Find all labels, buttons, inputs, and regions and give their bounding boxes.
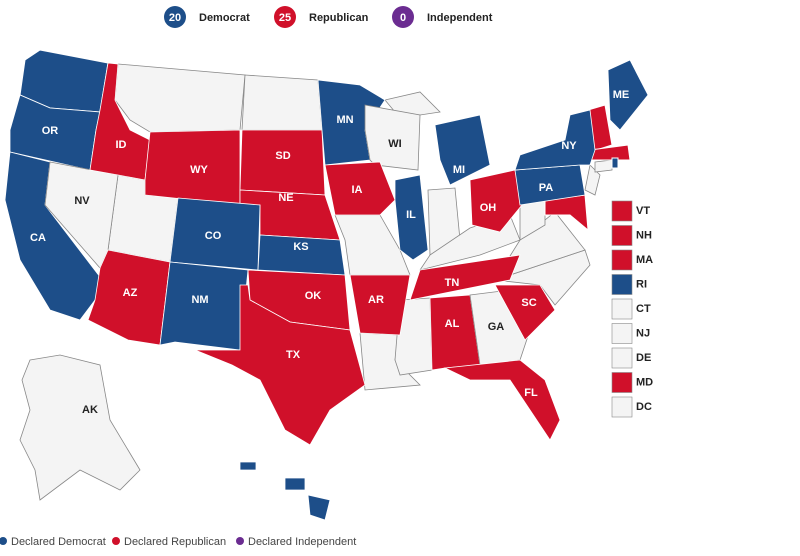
state-shape	[194, 284, 366, 446]
state-label: ID	[116, 139, 127, 151]
state-box	[611, 225, 633, 246]
state-label: WI	[388, 138, 401, 150]
state-label: FL	[524, 387, 538, 399]
state-label: HI	[270, 503, 281, 515]
state-shape	[114, 63, 246, 133]
state-label: RI	[636, 278, 647, 290]
state-label: AR	[368, 294, 384, 306]
state-label: NY	[561, 140, 577, 152]
state-label: DE	[636, 352, 651, 364]
state-shape	[284, 477, 306, 491]
state-label: IL	[406, 209, 416, 221]
state-label: CA	[30, 232, 46, 244]
count-value: 0	[400, 12, 406, 24]
state-label: NH	[636, 229, 652, 241]
state-label: MA	[636, 254, 653, 266]
state-label: AZ	[123, 287, 138, 299]
state-box	[611, 347, 633, 369]
state-shape	[394, 297, 433, 376]
state-shape	[443, 359, 561, 441]
state-shape	[349, 274, 411, 336]
state-label: CT	[636, 303, 651, 315]
count-badge	[164, 6, 186, 28]
state-label: TX	[286, 349, 301, 361]
state-shape	[434, 114, 491, 186]
state-box	[611, 274, 633, 295]
state-label: SC	[521, 297, 536, 309]
legend-dot	[0, 537, 7, 545]
state-label: MN	[336, 114, 353, 126]
state-shape	[611, 157, 619, 169]
state-box	[611, 323, 633, 344]
state-label: VT	[636, 205, 650, 217]
count-value: 25	[279, 12, 291, 24]
top-legend: 20 Democrat 25 Republican 0 Independent	[164, 6, 493, 28]
party-label: Democrat	[199, 12, 250, 24]
small-states-list: VT NH MA RI CT NJ DE MD DC	[611, 200, 653, 418]
state-label: WY	[190, 164, 208, 176]
state-shape	[594, 159, 613, 173]
state-shape	[159, 261, 249, 351]
legend-label: Declared Democrat	[11, 536, 106, 548]
state-label: ME	[613, 89, 630, 101]
party-label: Republican	[309, 12, 369, 24]
legend-dot	[112, 537, 120, 545]
state-shape	[514, 109, 596, 171]
state-label: OR	[42, 125, 59, 137]
state-label: SD	[275, 150, 290, 162]
state-shape	[324, 161, 396, 216]
state-shape	[241, 74, 323, 131]
state-box	[611, 200, 633, 222]
state-box	[611, 298, 633, 320]
state-box	[611, 372, 633, 393]
count-badge	[274, 6, 296, 28]
state-box	[611, 396, 633, 418]
state-label: NJ	[636, 327, 650, 339]
state-label: OK	[305, 290, 322, 302]
count-value: 20	[169, 12, 181, 24]
state-label: NV	[74, 195, 90, 207]
state-label: DC	[636, 401, 652, 413]
state-shape	[239, 461, 257, 471]
state-label: IA	[352, 184, 363, 196]
state-label: NM	[191, 294, 208, 306]
state-shape	[469, 169, 523, 233]
state-label: NE	[278, 192, 293, 204]
state-shape	[19, 354, 141, 501]
state-label: AK	[82, 404, 98, 416]
state-label: GA	[488, 321, 505, 333]
state-shape	[494, 284, 556, 341]
legend-dot	[236, 537, 244, 545]
state-label: CO	[205, 230, 222, 242]
state-label: AL	[445, 318, 460, 330]
count-badge	[392, 6, 414, 28]
legend-label: Declared Independent	[248, 536, 356, 548]
state-label: TN	[445, 277, 460, 289]
state-label: OH	[480, 202, 497, 214]
state-label: MD	[636, 376, 653, 388]
state-shape	[409, 254, 521, 301]
party-label: Independent	[427, 12, 493, 24]
states: OR CA NV ID WY SD NE CO KS AZ NM OK TX MN WI IA IL MI OH AR…	[4, 59, 649, 521]
legend-label: Declared Republican	[124, 536, 226, 548]
state-shape	[239, 129, 326, 196]
state-label: PA	[539, 182, 554, 194]
state-box	[611, 249, 633, 271]
state-shape	[307, 494, 331, 521]
state-shape	[394, 174, 429, 261]
state-label: MI	[453, 164, 465, 176]
state-label: KS	[293, 241, 308, 253]
state-shape	[607, 59, 649, 131]
bottom-legend: Declared Democrat Declared Republican Decl…	[0, 536, 356, 548]
